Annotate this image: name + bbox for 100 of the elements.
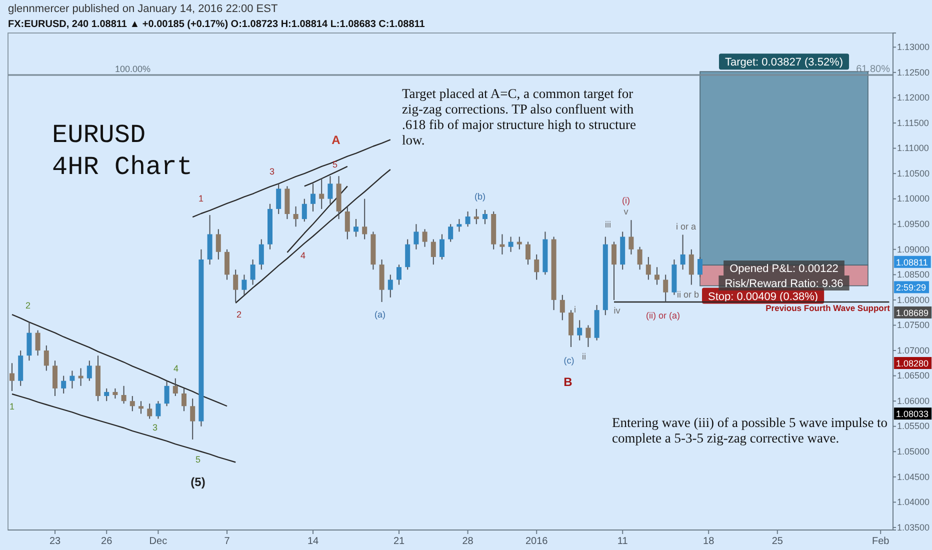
candlestick <box>319 178 324 210</box>
annotation: 2 <box>25 300 31 310</box>
x-tick-label: 2016 <box>525 536 548 548</box>
annotation: 100.00% <box>115 64 151 74</box>
candlestick <box>310 183 316 212</box>
y-tick-label: 1.10000 <box>897 194 930 204</box>
y-tick-label: 1.08500 <box>897 270 930 280</box>
candlestick <box>654 266 660 286</box>
annotation: A <box>332 133 341 148</box>
candlestick <box>216 228 221 260</box>
annotation: 3 <box>269 166 275 176</box>
x-tick-label: 18 <box>703 536 715 548</box>
candlestick <box>258 238 264 270</box>
annotation: B <box>564 375 573 390</box>
candlestick <box>474 208 479 225</box>
text: FX:EURUSD, 240 1.08811 ▲ +0.00185 (+0.17%) O:1.08723 H:1.08814 L:1.08683 C:1.08811 <box>8 19 426 30</box>
candlestick <box>293 206 298 228</box>
x-tick-label: Feb <box>872 536 890 548</box>
candlestick <box>680 234 686 270</box>
candlestick <box>612 241 616 300</box>
candlestick <box>405 238 410 270</box>
candlestick <box>534 254 540 280</box>
x-tick-label: 7 <box>224 536 230 548</box>
candlestick <box>646 256 651 280</box>
annotation: Risk/Reward Ratio: 9.36 <box>724 278 844 290</box>
annotation: 3 <box>152 422 158 432</box>
candlestick <box>52 360 58 397</box>
annotation: v <box>624 206 629 216</box>
candlestick <box>224 248 230 280</box>
candlestick <box>508 236 514 252</box>
annotation: (5) <box>190 475 206 490</box>
candlestick <box>430 238 436 266</box>
text: 2:59:29 <box>896 282 926 293</box>
candlestick <box>182 388 186 412</box>
candlestick <box>637 246 642 270</box>
candlestick <box>86 360 92 382</box>
candlestick <box>112 388 118 400</box>
text: 4HR Chart <box>52 152 192 182</box>
candlestick <box>482 209 488 225</box>
candlestick <box>396 264 402 286</box>
candlestick <box>233 269 238 302</box>
candlestick <box>465 210 470 228</box>
text: 1.08033 <box>896 409 929 420</box>
text: glennmercer published on January 14, 2016 22:00 EST <box>8 3 278 15</box>
candlestick <box>250 259 256 286</box>
candlestick <box>500 234 505 255</box>
band-label: Target: 0.03827 (3.52%) <box>724 56 844 69</box>
y-tick-label: 1.04000 <box>897 497 930 508</box>
candlestick <box>164 380 170 407</box>
annotation: iv <box>614 305 621 316</box>
annotation: 5 <box>332 159 338 170</box>
line-series <box>286 186 348 254</box>
annotation: ii or b <box>676 289 700 300</box>
candlestick <box>362 198 368 240</box>
y-tick-label: 1.10500 <box>897 168 930 178</box>
annotation: 5 <box>195 454 201 464</box>
candlestick <box>560 294 565 321</box>
candlestick <box>172 378 178 397</box>
annotation: (ii) or (a) <box>646 310 680 320</box>
y-tick-label: 1.08000 <box>897 294 930 305</box>
candlestick <box>44 344 49 372</box>
y-tick-label: 1.04500 <box>897 472 930 482</box>
y-tick-label: 1.12000 <box>897 92 930 103</box>
candlestick <box>688 248 694 286</box>
x-tick-label: 14 <box>307 536 319 548</box>
candlestick <box>70 370 75 389</box>
x-tick-label: 23 <box>49 536 61 548</box>
candlestick <box>516 236 522 250</box>
candlestick <box>302 198 307 222</box>
annotation: 4 <box>173 363 179 374</box>
annotation: i or a <box>676 221 696 232</box>
x-tick-label: 21 <box>393 536 405 548</box>
line-series <box>11 393 236 463</box>
annotation: Previous Fourth Wave Support <box>766 303 890 313</box>
annotation: 61.80% <box>856 64 890 75</box>
annotation: ii <box>582 351 586 362</box>
text: 1.08280 <box>896 358 929 369</box>
x-tick-label: 26 <box>101 536 113 548</box>
y-tick-label: 1.06000 <box>897 396 930 406</box>
candlestick <box>10 362 14 392</box>
annotation: (c) <box>564 355 574 366</box>
candlestick <box>628 220 634 255</box>
annotation: 1 <box>198 193 204 204</box>
band-label: Stop: 0.00409 (0.38%) <box>708 290 818 303</box>
y-tick-label: 1.07500 <box>897 320 930 330</box>
candlestick <box>663 274 668 302</box>
y-tick-label: 1.05500 <box>897 421 930 432</box>
candlestick <box>568 310 574 348</box>
candlestick <box>156 400 161 420</box>
y-tick-label: 1.05000 <box>897 446 930 457</box>
candlestick <box>577 320 582 341</box>
annotation: 2 <box>236 309 242 320</box>
annotation: 1 <box>9 401 15 412</box>
y-tick-label: 1.13000 <box>897 42 930 52</box>
candlestick <box>414 224 419 250</box>
candlestick <box>276 183 282 215</box>
candlestick <box>328 176 333 204</box>
text: 1.08689 <box>896 308 929 318</box>
candlestick <box>61 375 66 394</box>
candlestick <box>388 274 393 298</box>
